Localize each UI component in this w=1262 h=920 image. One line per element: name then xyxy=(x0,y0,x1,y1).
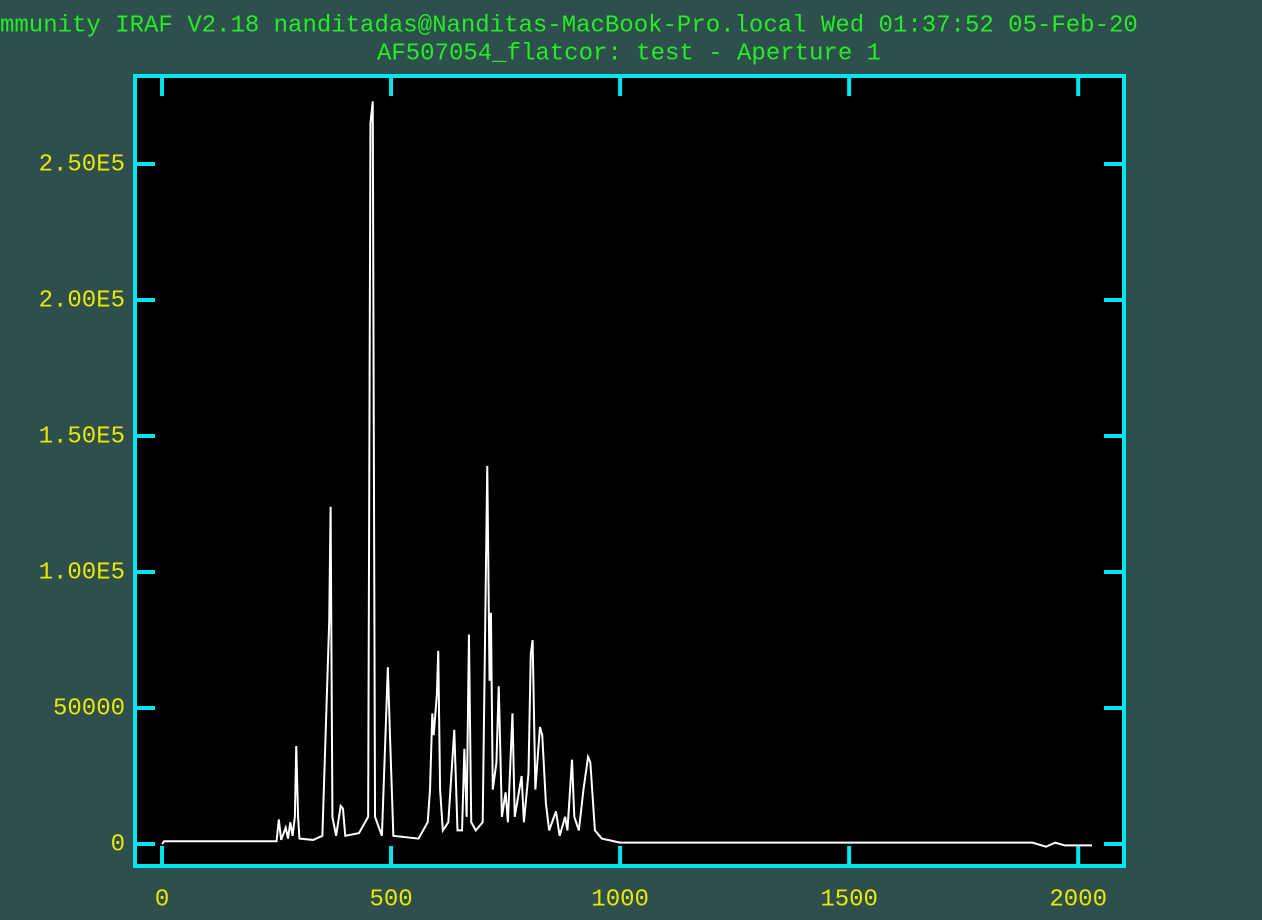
chart-subtitle: AF507054_flatcor: test - Aperture 1 xyxy=(377,40,881,67)
x-tick-label: 2000 xyxy=(1049,886,1107,913)
y-tick-label: 2.50E5 xyxy=(39,151,125,178)
y-tick-label: 2.00E5 xyxy=(39,287,125,314)
y-tick-label: 50000 xyxy=(53,695,125,722)
x-tick-label: 1000 xyxy=(591,886,649,913)
spectrum-line xyxy=(161,101,1092,848)
chart-title: mmunity IRAF V2.18 nanditadas@Nanditas-M… xyxy=(0,12,1138,39)
y-tick-label: 0 xyxy=(111,831,125,858)
plot-frame xyxy=(133,74,1126,868)
y-tick-label: 1.00E5 xyxy=(39,559,125,586)
x-tick-label: 1500 xyxy=(820,886,878,913)
x-tick-label: 0 xyxy=(155,886,169,913)
y-tick-label: 1.50E5 xyxy=(39,423,125,450)
x-tick-label: 500 xyxy=(369,886,412,913)
